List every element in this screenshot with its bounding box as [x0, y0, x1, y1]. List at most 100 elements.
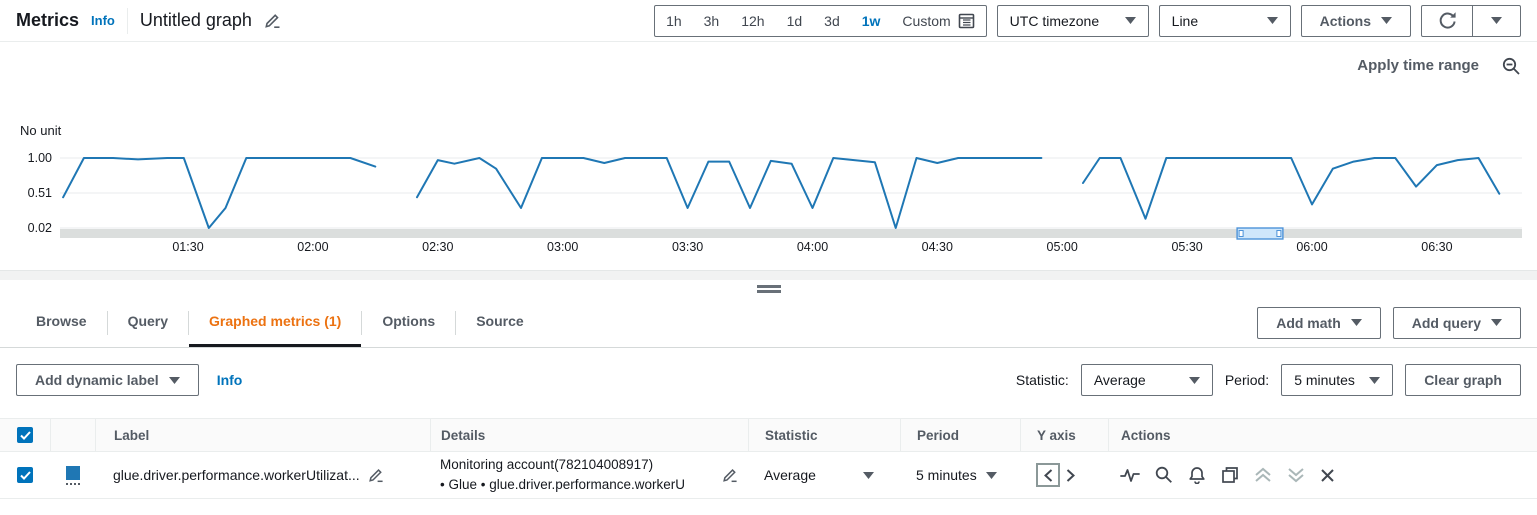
apply-time-range-button[interactable]: Apply time range — [1357, 57, 1479, 74]
chevron-right-icon — [1066, 468, 1075, 482]
statistic-label: Statistic: — [1015, 372, 1069, 388]
label-column-header: Label — [95, 419, 430, 451]
clear-graph-label: Clear graph — [1424, 372, 1502, 388]
top-bar: Metrics Info Untitled graph 1h 3h 12h 1d… — [0, 0, 1537, 42]
edit-details-icon[interactable] — [722, 467, 738, 483]
time-range-segment: 1h 3h 12h 1d 3d 1w Custom — [654, 4, 987, 37]
svg-text:02:00: 02:00 — [297, 240, 328, 254]
row-statistic-value: Average — [764, 467, 816, 483]
pulse-icon[interactable] — [1120, 468, 1140, 482]
copy-icon[interactable] — [1221, 466, 1239, 484]
chart-type-dropdown[interactable]: Line — [1158, 4, 1291, 37]
yaxis-column-header: Y axis — [1020, 419, 1108, 451]
panel-gap — [0, 270, 1537, 280]
period-label: Period: — [1224, 372, 1270, 388]
zoom-out-icon[interactable] — [1502, 57, 1521, 76]
add-query-button[interactable]: Add query — [1392, 306, 1521, 339]
time-range-1w[interactable]: 1w — [861, 12, 881, 29]
chevron-down-icon — [1266, 17, 1278, 24]
metric-details: Monitoring account(782104008917) • Glue … — [440, 455, 714, 494]
svg-text:06:00: 06:00 — [1296, 240, 1327, 254]
series-color-picker[interactable] — [65, 465, 80, 485]
tab-browse[interactable]: Browse — [36, 313, 87, 329]
chevron-left-icon — [1043, 468, 1052, 482]
chevron-down-icon — [1369, 376, 1381, 384]
statistic-column-header: Statistic — [748, 419, 900, 451]
add-math-label: Add math — [1276, 314, 1341, 331]
svg-text:03:30: 03:30 — [672, 240, 703, 254]
refresh-button[interactable] — [1422, 6, 1472, 36]
actions-label: Actions — [1319, 12, 1371, 29]
timezone-dropdown[interactable]: UTC timezone — [996, 4, 1149, 37]
actions-button[interactable]: Actions — [1300, 4, 1411, 37]
metrics-chart-svg[interactable]: 1.00 0.51 0.02 01:30 02:00 02:30 03:00 03:30 04:… — [0, 42, 1537, 270]
edit-graph-title-icon[interactable] — [264, 12, 281, 29]
svg-text:01:30: 01:30 — [172, 240, 203, 254]
edit-label-icon[interactable] — [368, 467, 384, 483]
time-range-1d[interactable]: 1d — [786, 12, 803, 29]
refresh-options-button[interactable] — [1472, 5, 1520, 36]
period-dropdown[interactable]: 5 minutes — [1281, 364, 1394, 396]
time-range-custom[interactable]: Custom — [891, 12, 985, 29]
svg-text:03:00: 03:00 — [547, 240, 578, 254]
clear-graph-button[interactable]: Clear graph — [1405, 364, 1521, 396]
svg-text:0.02: 0.02 — [28, 221, 52, 235]
tab-query[interactable]: Query — [127, 313, 169, 329]
row-period-dropdown[interactable]: 5 minutes — [900, 452, 1020, 498]
graph-title: Untitled graph — [139, 10, 252, 30]
row-statistic-dropdown[interactable]: Average — [748, 452, 900, 498]
metrics-tabs: Browse Query Graphed metrics (1) Options… — [0, 298, 1537, 348]
time-range-1h[interactable]: 1h — [666, 12, 682, 29]
time-range-3d[interactable]: 3d — [824, 12, 840, 29]
chevrons-up-icon[interactable] — [1254, 467, 1272, 483]
close-icon[interactable] — [1320, 468, 1335, 483]
row-period-value: 5 minutes — [916, 467, 977, 483]
metric-label: glue.driver.performance.workerUtilizat..… — [113, 467, 360, 483]
tab-graphed-metrics[interactable]: Graphed metrics (1) — [189, 298, 362, 347]
chevron-down-icon — [863, 471, 874, 479]
tab-separator — [106, 310, 108, 335]
series-color-swatch — [65, 465, 80, 480]
select-all-checkbox[interactable] — [17, 427, 33, 443]
statistic-dropdown[interactable]: Average — [1080, 364, 1213, 396]
custom-label: Custom — [902, 12, 951, 29]
tab-source[interactable]: Source — [476, 313, 524, 329]
time-range-3h[interactable]: 3h — [703, 12, 720, 29]
svg-text:05:00: 05:00 — [1047, 240, 1078, 254]
page-title: Metrics — [16, 10, 80, 30]
chevron-down-icon — [1124, 17, 1136, 24]
time-range-12h[interactable]: 12h — [741, 12, 765, 29]
add-dynamic-label-text: Add dynamic label — [35, 372, 159, 388]
table-row: glue.driver.performance.workerUtilizat..… — [0, 452, 1537, 499]
bell-icon[interactable] — [1188, 466, 1206, 484]
graphed-metrics-toolbar: Add dynamic label Info Statistic: Averag… — [0, 348, 1537, 406]
add-dynamic-label-button[interactable]: Add dynamic label — [16, 364, 199, 396]
yaxis-right-toggle[interactable] — [1066, 468, 1075, 482]
actions-column-header: Actions — [1108, 419, 1537, 451]
panel-resize-handle[interactable] — [0, 280, 1537, 298]
tab-options[interactable]: Options — [382, 313, 436, 329]
period-value: 5 minutes — [1294, 372, 1355, 388]
svg-text:05:30: 05:30 — [1171, 240, 1202, 254]
row-checkbox[interactable] — [17, 467, 33, 483]
series-color-dots — [65, 482, 80, 485]
add-math-button[interactable]: Add math — [1257, 306, 1381, 339]
color-column-header — [50, 419, 95, 451]
timezone-value: UTC timezone — [1009, 12, 1100, 29]
metrics-info-link[interactable]: Info — [91, 13, 115, 28]
period-column-header: Period — [900, 419, 1020, 451]
svg-text:02:30: 02:30 — [422, 240, 453, 254]
refresh-split-button — [1421, 4, 1521, 37]
tab-separator — [361, 310, 363, 335]
chevron-down-icon — [1491, 17, 1502, 24]
yaxis-left-toggle[interactable] — [1036, 463, 1060, 487]
search-icon[interactable] — [1155, 466, 1173, 484]
svg-text:0.51: 0.51 — [28, 186, 52, 200]
details-column-header: Details — [430, 419, 748, 451]
add-query-label: Add query — [1411, 314, 1481, 331]
chevrons-down-icon[interactable] — [1287, 467, 1305, 483]
dynamic-label-info-link[interactable]: Info — [216, 372, 243, 388]
statistic-value: Average — [1093, 372, 1146, 388]
title-divider — [126, 7, 128, 34]
chart-panel: Apply time range No unit 1.00 0.51 0.02 01:… — [0, 42, 1537, 270]
